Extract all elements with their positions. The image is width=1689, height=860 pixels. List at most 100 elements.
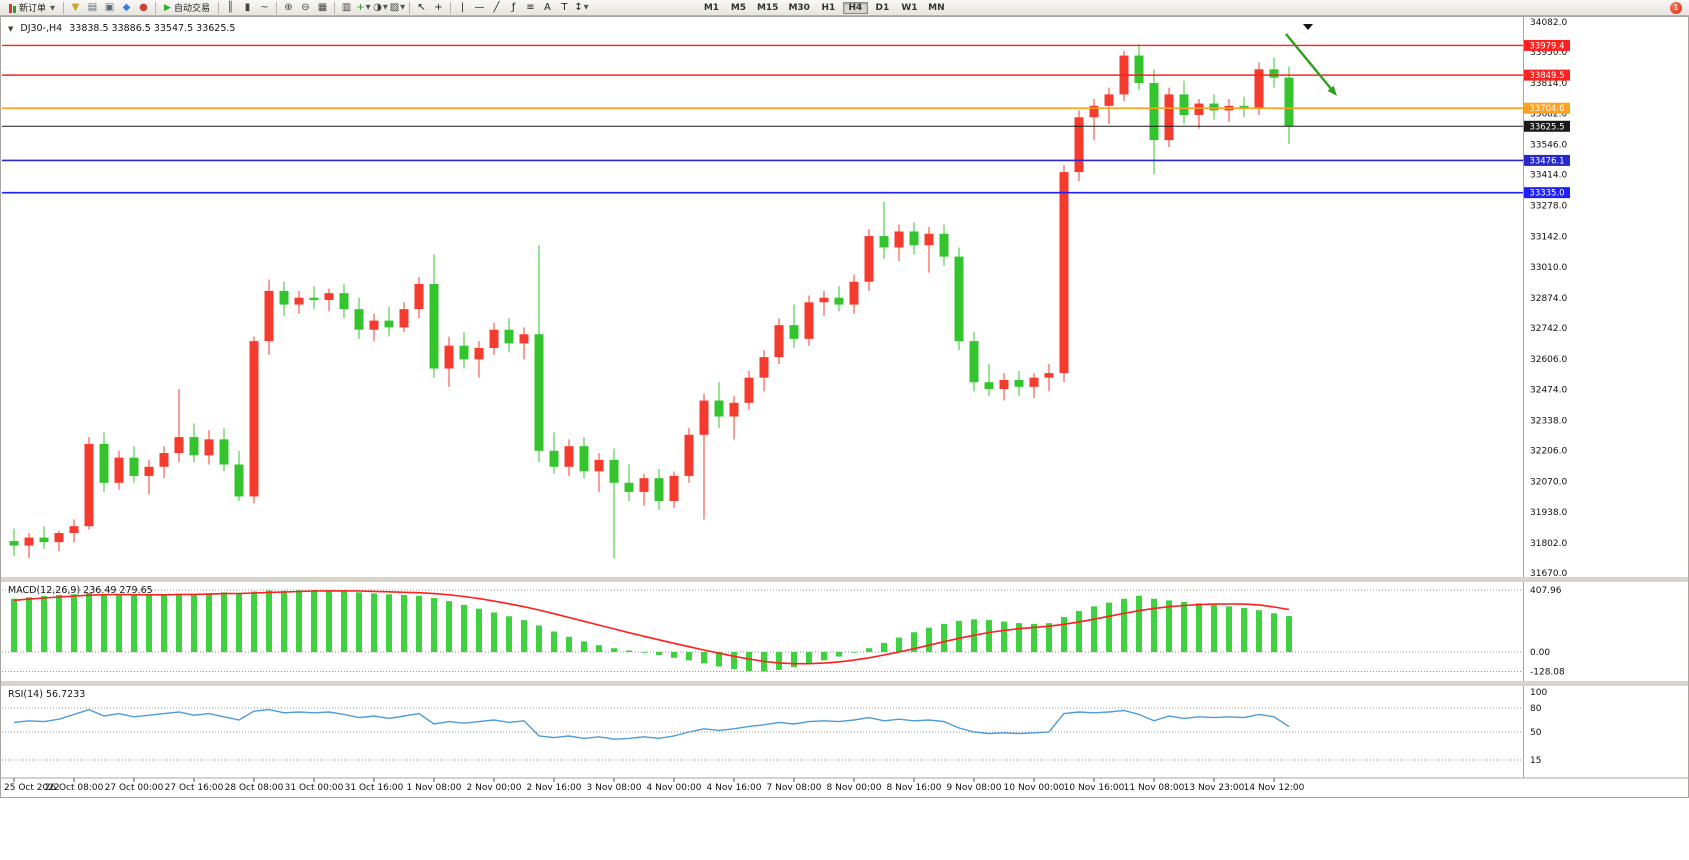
candle (669, 471, 679, 508)
rsi-panel: 100 80 50 15 (2, 688, 1547, 766)
alerts-icon[interactable]: ● (135, 1, 152, 15)
candlestick-chart-icon[interactable]: ▮ (239, 1, 256, 15)
trend-arrow-annotation[interactable] (1285, 33, 1337, 96)
candle (9, 528, 19, 556)
data-window-icon[interactable]: ▣ (101, 1, 118, 15)
time-tick-label: 10 Nov 00:00 (1004, 783, 1065, 793)
time-tick-label: 2 Nov 16:00 (527, 783, 582, 793)
line-chart-icon[interactable]: ~ (256, 1, 273, 15)
candle (1089, 98, 1099, 141)
price-line[interactable]: 33979.4 (2, 39, 1570, 52)
candle (219, 427, 229, 472)
timeframe-m1[interactable]: M1 (703, 2, 720, 13)
price-tick-label: 33682.0 (1530, 109, 1567, 119)
candle (1044, 363, 1054, 392)
time-tick-label: 11 Nov 08:00 (1124, 783, 1185, 793)
candle (549, 432, 559, 474)
chart-symbol-header[interactable]: ▼ DJ30-,H4 33838.5 33886.5 33547.5 33625… (8, 23, 235, 34)
price-line[interactable]: 33849.5 (2, 69, 1570, 82)
price-tick-label: 33414.0 (1530, 171, 1567, 181)
price-line-badge (1524, 39, 1570, 51)
macd-axis-label: 0.00 (1530, 648, 1550, 658)
arrows-tool-icon[interactable]: ↕ ▼ (573, 1, 590, 15)
candle (474, 341, 484, 378)
candle (399, 302, 409, 332)
price-line[interactable]: 33704.6 (2, 102, 1570, 115)
chart-shift-marker[interactable] (1303, 24, 1313, 30)
arrange-windows-icon[interactable]: ▥ (338, 1, 355, 15)
timeframe-m15[interactable]: M15 (756, 2, 779, 13)
time-tick-label: 27 Oct 00:00 (105, 783, 164, 793)
new-order-button[interactable]: 新订单 ▼ (4, 0, 60, 15)
timeframe-m5[interactable]: M5 (730, 2, 747, 13)
time-tick-label: 4 Nov 16:00 (707, 783, 762, 793)
candle (24, 533, 34, 559)
line-chart-icon: ~ (260, 1, 269, 13)
notification-badge[interactable]: 1 (1670, 1, 1682, 14)
toolbar-separator (63, 1, 65, 14)
timeframe-w1[interactable]: W1 (901, 2, 918, 13)
timeframe-mn[interactable]: MN (928, 2, 945, 13)
time-tick-label: 2 Nov 00:00 (467, 783, 522, 793)
templates-icon[interactable]: ▨ ▼ (389, 1, 406, 15)
candle (924, 226, 934, 273)
rsi-axis-label: 15 (1530, 756, 1541, 766)
new-order-label: 新订单 (19, 4, 47, 14)
vline-icon[interactable]: | (454, 1, 471, 15)
tile-windows-icon: ▦ (317, 1, 328, 13)
candle (729, 395, 739, 440)
channel-icon[interactable]: ≡ (522, 1, 539, 15)
toolbar-separator (449, 1, 451, 14)
price-line[interactable]: 33476.1 (2, 154, 1570, 167)
timeframe-h1[interactable]: H1 (821, 2, 836, 13)
zoom-out-icon[interactable]: ⊖ (297, 1, 314, 15)
navigator-icon[interactable]: ◆ (118, 1, 135, 15)
time-tick-label: 4 Nov 00:00 (647, 783, 702, 793)
time-tick-label: 8 Nov 16:00 (887, 783, 942, 793)
text-label-icon[interactable]: T (556, 1, 573, 15)
bar-chart-icon[interactable]: ║ (222, 1, 239, 15)
autotrading-label: 自动交易 (173, 4, 210, 14)
price-tick-label: 31802.0 (1530, 539, 1567, 549)
period-icon[interactable]: ◑ ▼ (372, 1, 389, 15)
tile-windows-icon[interactable]: ▦ (314, 1, 331, 15)
candle (1194, 98, 1204, 129)
market-watch-icon[interactable]: ▤ (84, 1, 101, 15)
autotrading-button[interactable]: ▶ 自动交易 (159, 0, 215, 15)
collapse-icon[interactable]: ▼ (8, 24, 14, 33)
candle (309, 286, 319, 310)
candle (639, 473, 649, 506)
alerts-icon: ● (139, 1, 148, 13)
trendline-icon[interactable]: ╱ (488, 1, 505, 15)
candle (69, 519, 79, 543)
timeframe-h4[interactable]: H4 (842, 1, 868, 14)
candle (459, 331, 469, 369)
funnel-icon[interactable]: ▼ (67, 1, 84, 15)
candle (879, 201, 889, 259)
text-icon[interactable]: A (539, 1, 556, 15)
add-indicator-icon[interactable]: + ▼ (355, 1, 372, 15)
templates-icon: ▨ (389, 1, 400, 13)
candle (129, 446, 139, 483)
price-lines-layer: 33979.4 33849.5 33704.6 33625.5 33476.1 33335… (2, 39, 1570, 199)
fibonacci-icon[interactable]: ƒ (505, 1, 522, 15)
candle (834, 286, 844, 312)
candle (1059, 165, 1069, 383)
price-line[interactable]: 33335.0 (2, 187, 1570, 199)
panel-divider[interactable] (1, 681, 1688, 686)
price-line[interactable]: 33625.5 (2, 120, 1570, 133)
hline-icon[interactable]: — (471, 1, 488, 15)
candle (1029, 373, 1039, 399)
time-tick-label: 14 Nov 12:00 (1244, 783, 1305, 793)
panel-divider[interactable] (1, 577, 1688, 582)
timeframe-m30[interactable]: M30 (788, 2, 810, 13)
candle (1149, 69, 1159, 175)
timeframe-d1[interactable]: D1 (875, 2, 890, 13)
zoom-in-icon[interactable]: ⊕ (280, 1, 297, 15)
window-frame (0, 16, 1689, 860)
toolbar-separator (217, 1, 219, 14)
cursor-icon[interactable]: ↖ (413, 1, 430, 15)
crosshair-icon[interactable]: + (430, 1, 447, 15)
